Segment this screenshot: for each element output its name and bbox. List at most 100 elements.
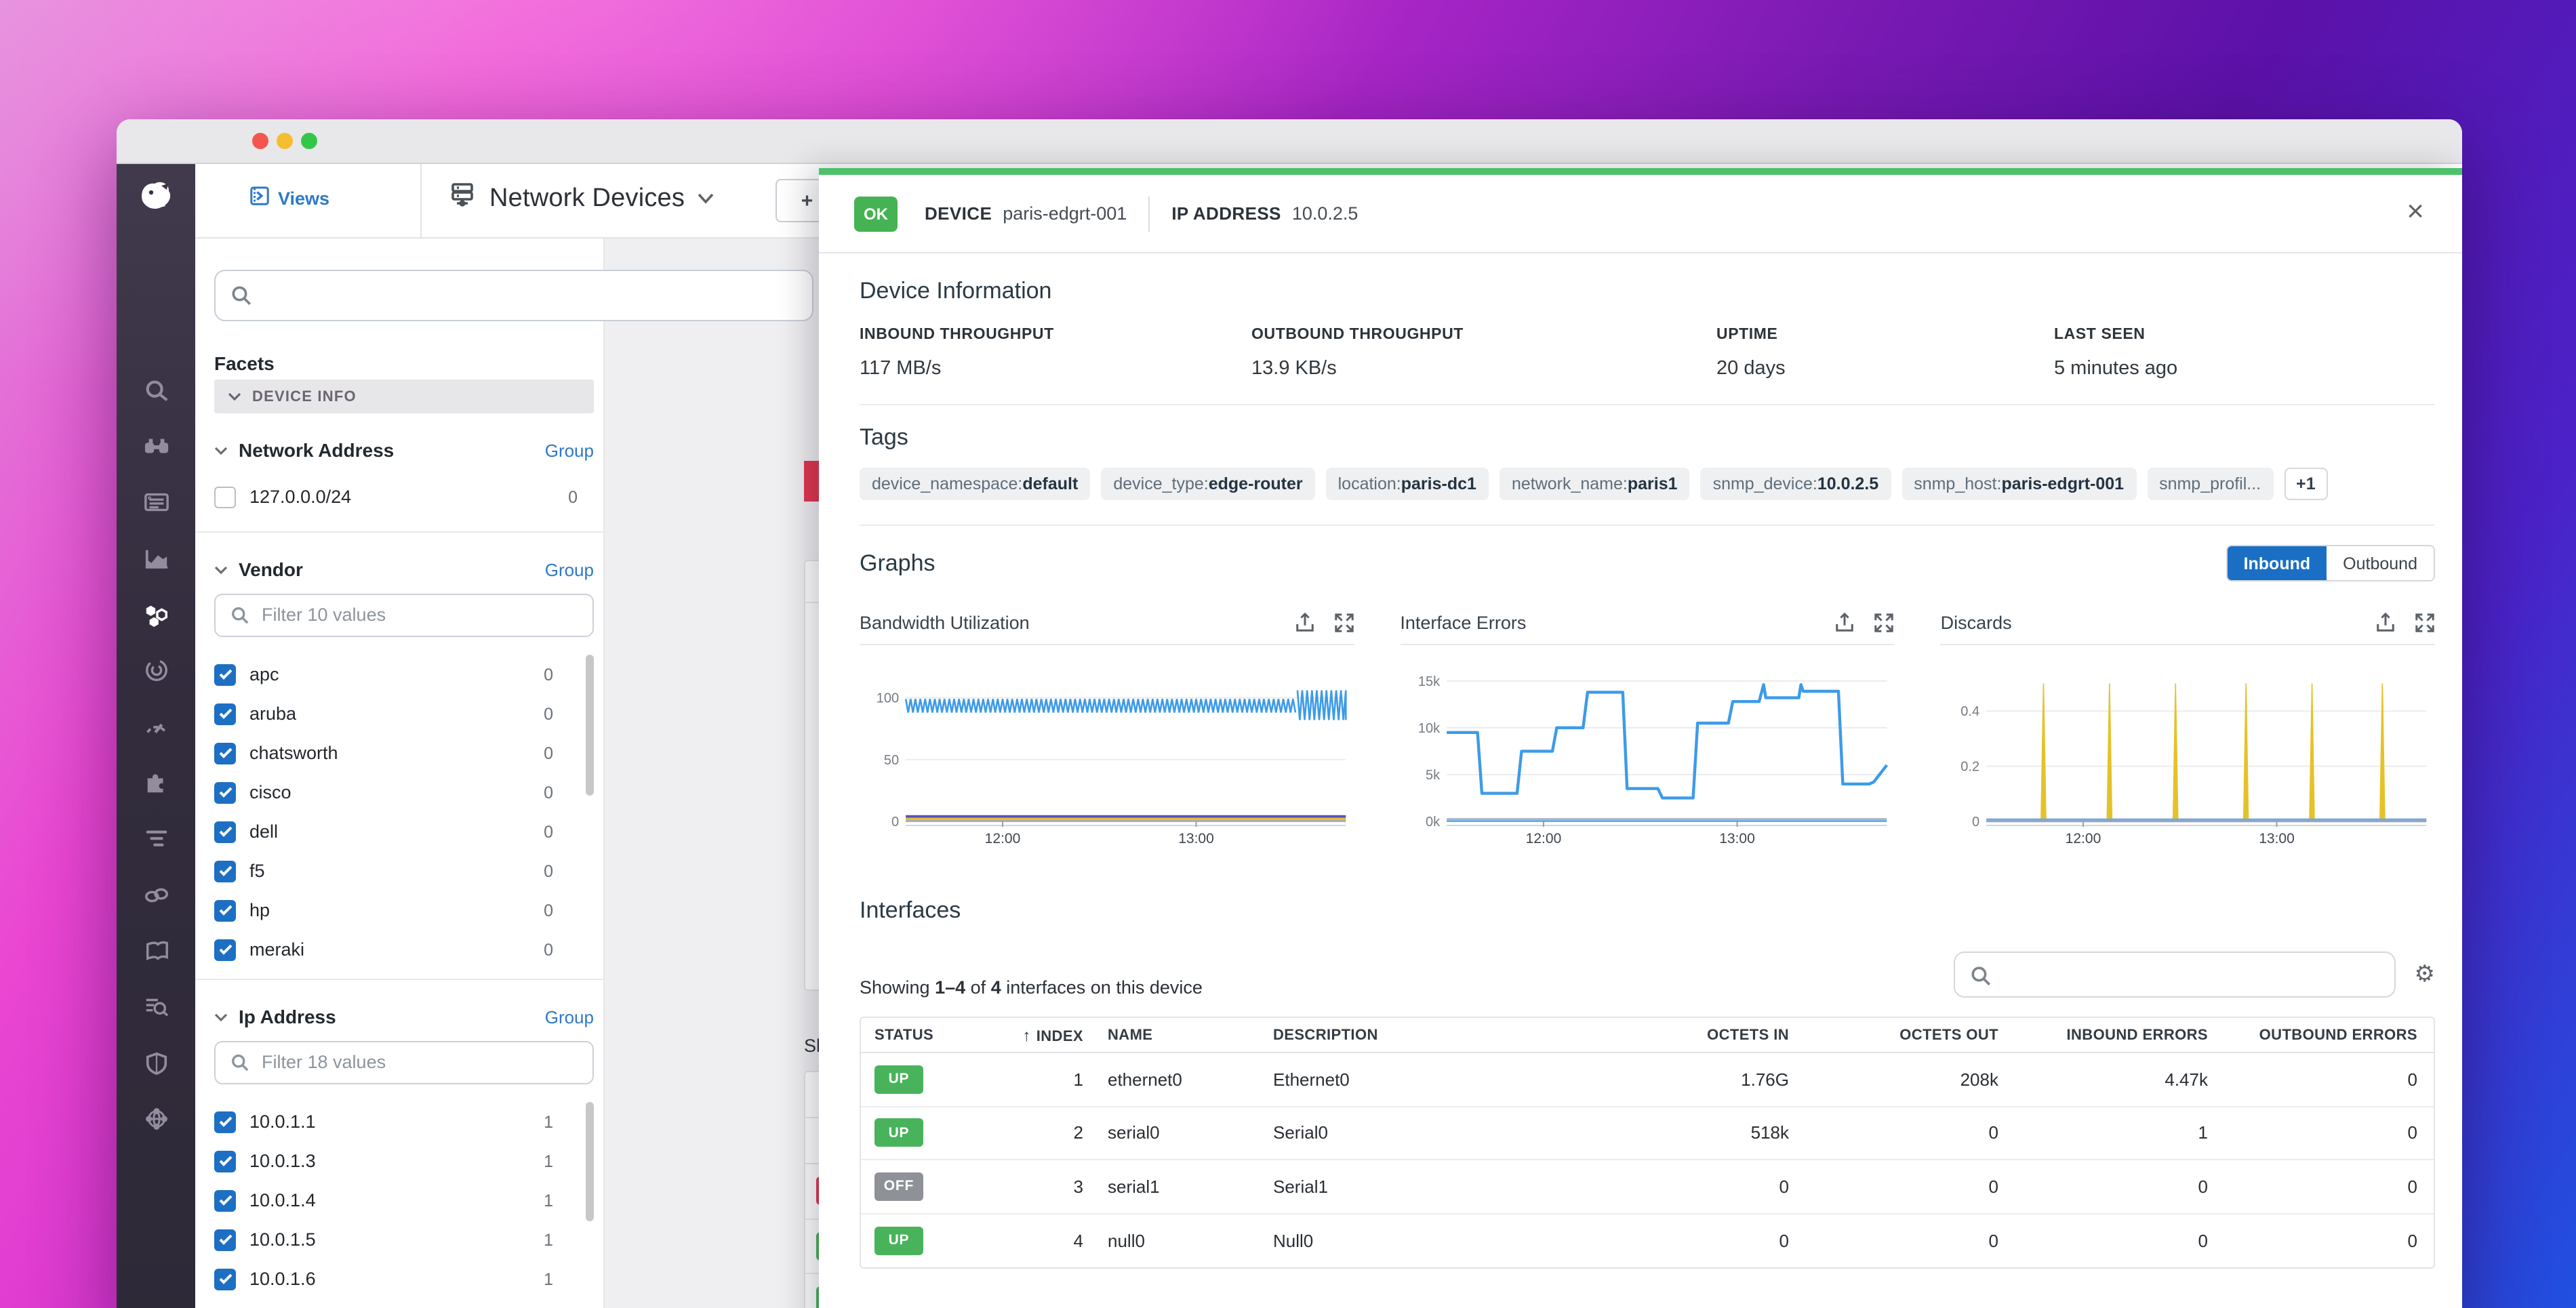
apm-target-icon[interactable] <box>144 657 169 683</box>
checkbox-checked[interactable] <box>214 1189 236 1211</box>
facet-item-ip[interactable]: 10.0.1.71 <box>214 1299 578 1308</box>
chevron-down-icon[interactable] <box>214 1012 228 1021</box>
checkbox-checked[interactable] <box>214 742 236 764</box>
close-icon[interactable]: × <box>2407 194 2424 228</box>
notebook-icon[interactable] <box>144 938 169 964</box>
facet-item-ip[interactable]: 10.0.1.6 1 <box>214 1259 578 1299</box>
facet-item-vendor[interactable]: dell 0 <box>214 812 578 851</box>
interfaces-search-input[interactable] <box>1953 952 2396 998</box>
checkbox-checked[interactable] <box>214 939 236 960</box>
views-button[interactable]: Views <box>249 186 329 210</box>
interface-errors-chart[interactable]: 0k 5k 10k 15k 12:00 13:00 <box>1400 648 1894 867</box>
tag-pill[interactable]: snmp_host: paris-edgrt-001 <box>1901 468 2137 500</box>
index-column-header[interactable]: ↑ INDEX <box>1022 1025 1083 1044</box>
divider <box>1148 196 1150 231</box>
group-link[interactable]: Group <box>544 1006 594 1027</box>
interface-row[interactable]: UP 4 null0 Null0 0 0 0 0 <box>861 1214 2434 1267</box>
network-map-icon[interactable] <box>144 1106 169 1132</box>
ip-scrollbar[interactable] <box>586 1102 594 1221</box>
checkbox-unchecked[interactable] <box>214 486 236 508</box>
facet-item-ip[interactable]: 10.0.1.3 1 <box>214 1141 578 1181</box>
outbound-errors-column-header[interactable]: OUTBOUND ERRORS <box>2259 1027 2417 1043</box>
graphs-title: Graphs <box>860 550 935 575</box>
checkbox-checked[interactable] <box>214 1150 236 1172</box>
page-title-chevron-down-icon[interactable] <box>697 186 715 211</box>
facet-item-vendor[interactable]: f5 0 <box>214 851 578 891</box>
datadog-logo-icon[interactable] <box>137 178 175 216</box>
infrastructure-icon[interactable] <box>144 602 169 628</box>
global-search-input[interactable] <box>214 270 813 321</box>
tag-pill[interactable]: device_namespace: default <box>860 468 1091 500</box>
bandwidth-utilization-chart[interactable]: 0 50 100 12:00 13:00 <box>860 648 1354 867</box>
ip-filter-input[interactable]: Filter 18 values <box>214 1041 594 1084</box>
interface-row[interactable]: UP 1 ethernet0 Ethernet0 1.76G 208k 4.47… <box>861 1053 2434 1107</box>
facet-item-vendor[interactable]: chatsworth 0 <box>214 733 578 773</box>
expand-icon[interactable] <box>2415 612 2435 632</box>
svg-text:0.2: 0.2 <box>1961 760 1980 775</box>
facet-group-device-info[interactable]: DEVICE INFO <box>214 380 594 413</box>
export-icon[interactable] <box>1835 612 1855 632</box>
tag-pill[interactable]: network_name: paris1 <box>1499 468 1690 500</box>
tag-pill[interactable]: snmp_device: 10.0.2.5 <box>1700 468 1891 500</box>
checkbox-checked[interactable] <box>214 1229 236 1250</box>
minimize-traffic-light[interactable] <box>277 133 293 149</box>
octets-out-column-header[interactable]: OCTETS OUT <box>1899 1027 1998 1043</box>
checkbox-checked[interactable] <box>214 821 236 842</box>
checkbox-checked[interactable] <box>214 781 236 803</box>
chevron-down-icon[interactable] <box>214 565 228 574</box>
facet-item-vendor[interactable]: cisco 0 <box>214 773 578 812</box>
close-traffic-light[interactable] <box>252 133 268 149</box>
checkbox-checked[interactable] <box>214 899 236 921</box>
vendor-filter-input[interactable]: Filter 10 values <box>214 594 594 637</box>
gauge-icon[interactable] <box>144 714 169 740</box>
export-icon[interactable] <box>2375 612 2396 632</box>
facet-item-vendor[interactable]: meraki 0 <box>214 930 578 969</box>
facet-item-ip[interactable]: 10.0.1.4 1 <box>214 1181 578 1220</box>
expand-icon[interactable] <box>1333 612 1354 632</box>
expand-icon[interactable] <box>1874 612 1895 632</box>
gear-icon[interactable]: ⚙ <box>2414 961 2436 987</box>
search-icon[interactable] <box>144 378 169 404</box>
description-column-header[interactable]: DESCRIPTION <box>1273 1027 1378 1043</box>
checkbox-checked[interactable] <box>214 1268 236 1290</box>
interface-row[interactable]: UP 2 serial0 Serial0 518k 0 1 0 <box>861 1107 2434 1160</box>
vendor-scrollbar[interactable] <box>586 655 594 796</box>
name-column-header[interactable]: NAME <box>1108 1027 1153 1043</box>
status-column-header[interactable]: STATUS <box>874 1027 934 1043</box>
dashboards-icon[interactable] <box>144 489 169 515</box>
group-link[interactable]: Group <box>544 440 594 460</box>
service-links-icon[interactable] <box>144 882 169 908</box>
facet-item-network[interactable]: 127.0.0.0/24 0 <box>214 477 578 516</box>
metrics-chart-icon[interactable] <box>144 546 169 572</box>
integrations-puzzle-icon[interactable] <box>144 770 169 796</box>
facet-item-vendor[interactable]: apc 0 <box>214 655 578 694</box>
interface-row[interactable]: OFF 3 serial1 Serial1 0 0 0 0 <box>861 1160 2434 1214</box>
tag-pill[interactable]: location: paris-dc1 <box>1325 468 1489 500</box>
checkbox-checked[interactable] <box>214 703 236 724</box>
octets-in-column-header[interactable]: OCTETS IN <box>1707 1027 1789 1043</box>
outbound-toggle-button[interactable]: Outbound <box>2327 546 2434 580</box>
group-link[interactable]: Group <box>544 559 594 579</box>
facet-item-vendor[interactable]: hp 0 <box>214 891 578 930</box>
tag-pill[interactable]: device_type: edge-router <box>1101 468 1315 500</box>
export-icon[interactable] <box>1294 612 1314 632</box>
facet-item-ip[interactable]: 10.0.1.1 1 <box>214 1102 578 1141</box>
facet-item-vendor[interactable]: aruba 0 <box>214 694 578 733</box>
discards-chart[interactable]: 0 0.2 0.4 12:00 13:00 <box>1941 648 2435 867</box>
watchdog-binoculars-icon[interactable] <box>144 434 169 459</box>
facet-item-ip[interactable]: 10.0.1.5 1 <box>214 1220 578 1259</box>
checkbox-checked[interactable] <box>214 663 236 685</box>
logs-filter-icon[interactable] <box>144 825 169 851</box>
log-search-icon[interactable] <box>144 994 169 1019</box>
inbound-errors-column-header[interactable]: INBOUND ERRORS <box>2066 1027 2208 1043</box>
security-shield-icon[interactable] <box>144 1050 169 1076</box>
divider <box>1400 644 1895 645</box>
tags-overflow-button[interactable]: +1 <box>2284 468 2328 500</box>
checkbox-checked[interactable] <box>214 1111 236 1132</box>
checkbox-checked[interactable] <box>214 860 236 882</box>
tag-pill-truncated[interactable]: snmp_profil... <box>2147 468 2274 500</box>
inbound-toggle-button[interactable]: Inbound <box>2227 546 2327 580</box>
chevron-down-icon[interactable] <box>214 445 228 455</box>
maximize-traffic-light[interactable] <box>301 133 317 149</box>
chevron-down-icon <box>228 392 241 401</box>
